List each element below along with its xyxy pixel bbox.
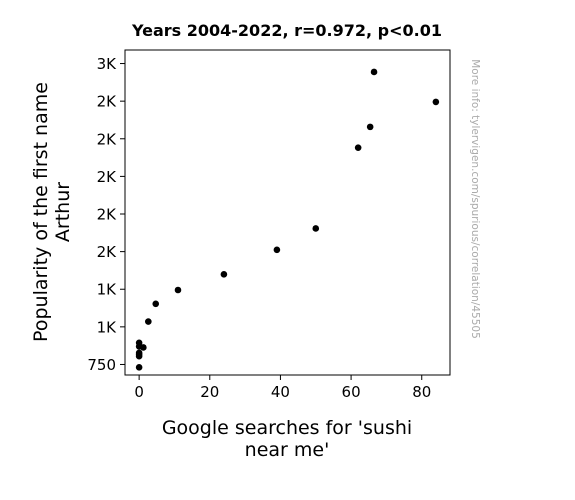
y-tick-label: 1K [97,281,118,299]
y-axis-label-line-2: Arthur [52,182,74,242]
data-point [152,300,160,308]
chart-title: Years 2004-2022, r=0.972, p<0.01 [131,21,442,40]
x-axis-ticks: 0 20 40 60 80 [134,375,431,401]
data-points [135,68,440,371]
x-axis-label-line-2: near me' [245,439,330,461]
y-tick-label: 750 [87,356,116,374]
x-tick-label: 60 [342,383,361,401]
plot-frame [124,49,451,376]
x-tick-label: 20 [200,383,219,401]
y-tick-label: 1K [97,318,118,336]
data-point [174,286,182,294]
data-point [366,123,374,131]
data-point [432,98,440,106]
data-point [370,68,378,76]
x-tick-label: 80 [412,383,431,401]
data-point [145,318,152,325]
y-axis-label-line-1: Popularity of the first name [30,82,52,342]
y-tick-label: 2K [97,130,118,148]
y-tick-label: 2K [97,243,118,261]
y-tick-label: 3K [97,55,118,73]
y-axis-ticks: 750 1K 1K 2K 2K 2K 2K 2K 3K [87,55,125,374]
data-point [135,349,143,357]
data-point [273,246,281,254]
data-point [135,339,143,347]
y-tick-label: 2K [97,206,118,224]
watermark-text: More info: tylervigen.com/spurious/corre… [469,59,481,339]
data-point [135,364,143,371]
data-point [312,225,320,232]
x-tick-label: 40 [271,383,290,401]
data-point [140,344,147,351]
y-tick-label: 2K [97,93,118,111]
data-point [354,144,362,151]
data-point [220,271,228,278]
x-tick-label: 0 [134,383,144,401]
x-axis-label-line-1: Google searches for 'sushi [162,417,412,439]
y-tick-label: 2K [97,168,118,186]
